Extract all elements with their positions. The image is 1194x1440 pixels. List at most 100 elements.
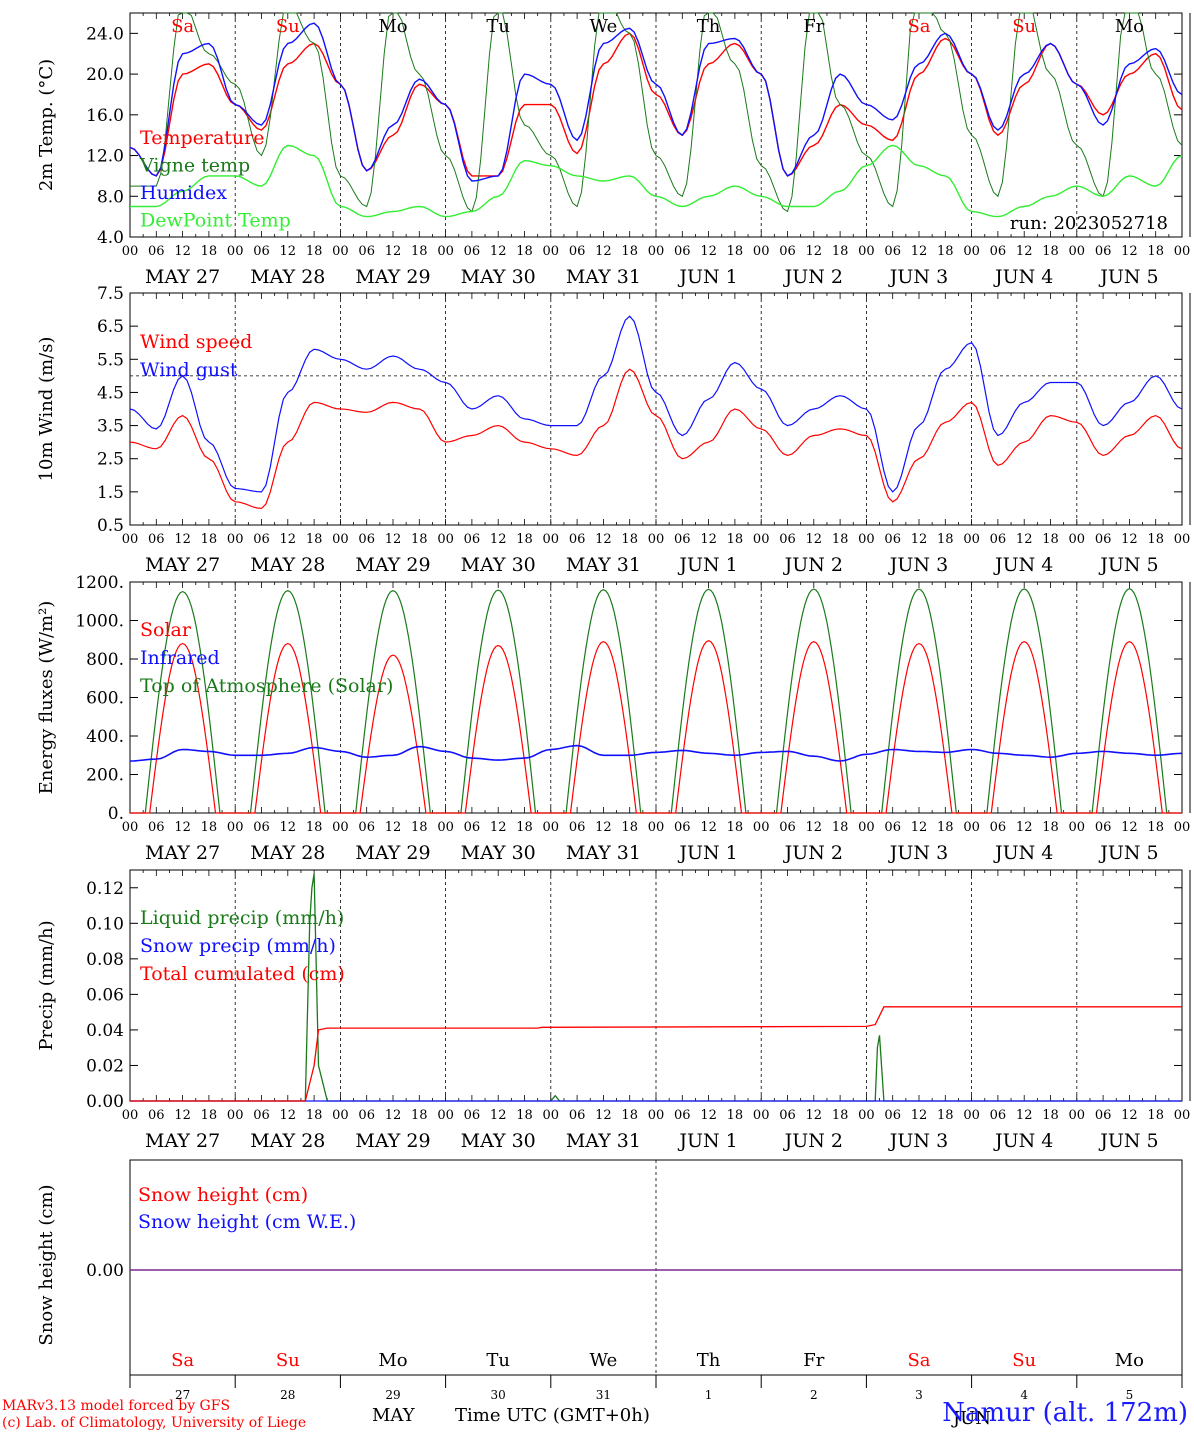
hour-tick-label: 18 — [727, 1108, 744, 1123]
hour-tick-label: 06 — [779, 820, 796, 835]
hour-tick-label: 18 — [411, 532, 428, 547]
weekday-label: Tu — [486, 1350, 510, 1371]
hour-tick-label: 00 — [753, 532, 770, 547]
date-label: JUN 4 — [993, 554, 1053, 576]
legend-entry: Infrared — [140, 647, 220, 669]
date-label: JUN 4 — [993, 266, 1053, 288]
hour-tick-label: 12 — [595, 244, 612, 259]
date-label: JUN 1 — [677, 554, 737, 576]
legend-entry: Wind speed — [140, 331, 252, 353]
hour-tick-label: 00 — [437, 820, 454, 835]
hour-tick-label: 06 — [148, 244, 165, 259]
legend-entry: DewPoint Temp — [140, 210, 291, 232]
hour-tick-label: 06 — [464, 244, 481, 259]
y-tick-label: 7.5 — [97, 284, 124, 304]
hour-tick-label: 12 — [385, 532, 402, 547]
hour-tick-label: 12 — [490, 820, 507, 835]
hour-tick-label: 12 — [806, 532, 823, 547]
date-label: JUN 2 — [783, 1130, 843, 1152]
hour-tick-label: 00 — [1069, 244, 1086, 259]
hour-tick-label: 12 — [174, 244, 191, 259]
legend-entry: Wind gust — [140, 359, 238, 381]
date-label: MAY 31 — [566, 554, 641, 576]
date-label: MAY 28 — [250, 842, 325, 864]
weekday-label: Su — [1012, 16, 1036, 37]
hour-tick-label: 00 — [753, 820, 770, 835]
hour-tick-label: 00 — [858, 820, 875, 835]
hour-tick-label: 00 — [648, 532, 665, 547]
hour-tick-label: 18 — [306, 532, 323, 547]
date-label: MAY 30 — [461, 554, 536, 576]
date-label: JUN 2 — [783, 842, 843, 864]
weekday-label: Su — [276, 1350, 300, 1371]
hour-tick-label: 06 — [569, 820, 586, 835]
hour-tick-label: 12 — [806, 1108, 823, 1123]
y-tick-label: 600. — [86, 689, 124, 709]
hour-tick-label: 18 — [1042, 532, 1059, 547]
day-number-label: 1 — [705, 1388, 713, 1402]
hour-tick-label: 06 — [779, 1108, 796, 1123]
hour-tick-label: 06 — [253, 532, 270, 547]
hour-tick-label: 18 — [306, 820, 323, 835]
hour-tick-label: 12 — [1121, 820, 1138, 835]
hour-tick-label: 00 — [332, 820, 349, 835]
hour-tick-label: 00 — [543, 532, 560, 547]
y-axis-label: Energy fluxes (W/m²) — [36, 601, 57, 795]
y-tick-label: 0.10 — [86, 914, 124, 934]
hour-tick-label: 12 — [595, 532, 612, 547]
panel-frame-0 — [129, 12, 1183, 238]
hour-tick-label: 12 — [1016, 1108, 1033, 1123]
date-label: MAY 29 — [355, 1130, 430, 1152]
hour-tick-label: 06 — [569, 532, 586, 547]
hour-tick-label: 18 — [1147, 1108, 1164, 1123]
hour-tick-label: 12 — [490, 532, 507, 547]
hour-tick-label: 18 — [1042, 820, 1059, 835]
y-tick-label: 400. — [86, 727, 124, 747]
model-credit: MARv3.13 model forced by GFS (c) Lab. of… — [2, 1398, 307, 1431]
hour-tick-label: 18 — [727, 820, 744, 835]
weekday-label: Sa — [907, 1350, 930, 1371]
hour-tick-label: 00 — [1174, 820, 1191, 835]
hour-tick-label: 06 — [990, 1108, 1007, 1123]
y-tick-label: 2.5 — [97, 450, 124, 470]
hour-tick-label: 06 — [884, 820, 901, 835]
hour-tick-label: 00 — [648, 1108, 665, 1123]
hour-tick-label: 06 — [779, 532, 796, 547]
hour-tick-label: 12 — [911, 1108, 928, 1123]
weekday-label: Fr — [803, 1350, 824, 1371]
hour-tick-label: 00 — [543, 244, 560, 259]
date-label: JUN 2 — [783, 266, 843, 288]
hour-tick-label: 06 — [464, 820, 481, 835]
date-label: MAY 29 — [355, 842, 430, 864]
date-label: MAY 31 — [566, 842, 641, 864]
date-label: MAY 29 — [355, 554, 430, 576]
y-tick-label: 0.00 — [86, 1092, 124, 1112]
hour-tick-label: 12 — [385, 1108, 402, 1123]
hour-tick-label: 12 — [595, 820, 612, 835]
y-axis-label: Precip (mm/h) — [36, 920, 57, 1050]
weekday-label: We — [590, 16, 618, 37]
date-label: JUN 3 — [888, 1130, 948, 1152]
date-label: MAY 27 — [145, 266, 220, 288]
legend-entry: Vigne temp — [139, 155, 250, 177]
hour-tick-label: 06 — [464, 1108, 481, 1123]
hour-tick-label: 12 — [911, 532, 928, 547]
y-axis-label: 2m Temp. (°C) — [36, 59, 57, 191]
hour-tick-label: 06 — [358, 532, 375, 547]
hour-tick-label: 18 — [937, 244, 954, 259]
hour-tick-label: 06 — [148, 1108, 165, 1123]
hour-tick-label: 12 — [490, 1108, 507, 1123]
hour-tick-label: 18 — [516, 244, 533, 259]
date-label: JUN 3 — [888, 842, 948, 864]
y-tick-label: 4.5 — [97, 383, 124, 403]
hour-tick-label: 00 — [1174, 532, 1191, 547]
weekday-label: Fr — [803, 16, 824, 37]
y-tick-label: 0.08 — [86, 950, 124, 970]
y-tick-label: 16.0 — [86, 106, 124, 126]
hour-tick-label: 18 — [516, 820, 533, 835]
hour-tick-label: 00 — [332, 532, 349, 547]
hour-tick-label: 06 — [253, 244, 270, 259]
hour-tick-label: 06 — [674, 820, 691, 835]
month-label-jun: JUN — [951, 1408, 991, 1429]
hour-tick-label: 06 — [358, 1108, 375, 1123]
